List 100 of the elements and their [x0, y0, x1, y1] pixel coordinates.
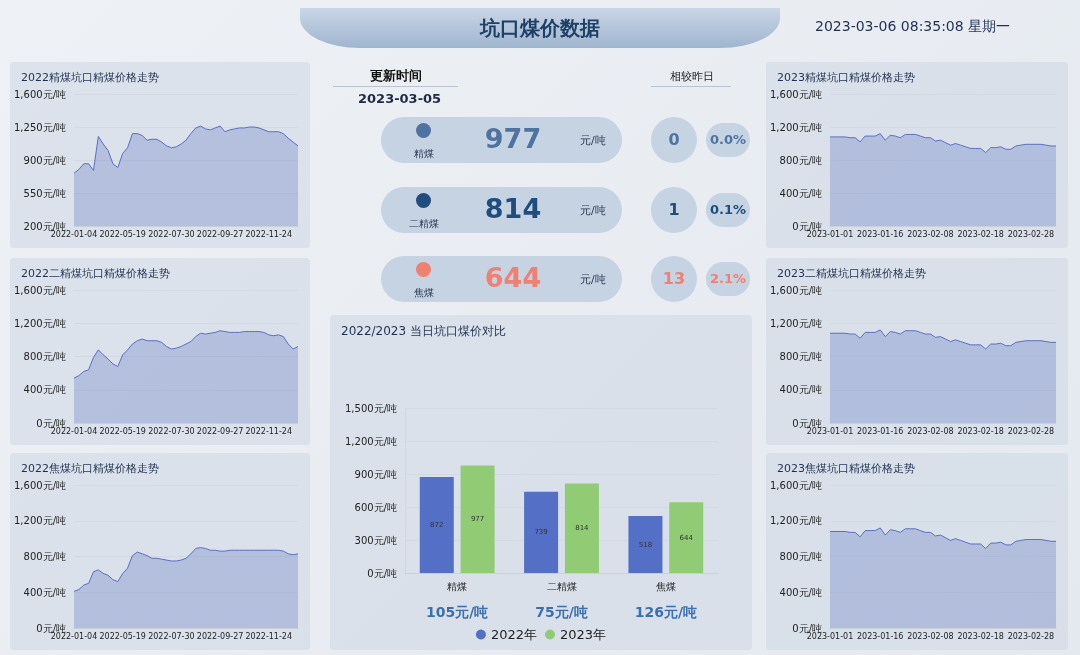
text: 105元/吨 — [425, 604, 489, 620]
x-tick-label: 2022-11-24 — [245, 631, 293, 641]
x-tick-label: 2022-07-30 — [148, 229, 195, 239]
y-tick-label: 1,600元/吨 — [770, 479, 822, 491]
y-tick-label: 1,600元/吨 — [770, 88, 822, 100]
y-tick-label: 800元/吨 — [779, 154, 822, 166]
x-tick-label: 2023-01-16 — [856, 631, 904, 641]
y-tick-label: 1,600元/吨 — [14, 284, 66, 296]
bar — [460, 465, 495, 573]
x-tick-label: 2023-02-08 — [907, 631, 954, 641]
y-tick-label: 600元/吨 — [354, 501, 397, 513]
y-tick-label: 1,200元/吨 — [14, 317, 66, 329]
y-tick-label: 900元/吨 — [23, 154, 66, 166]
x-tick-label: 2022-05-19 — [99, 229, 146, 239]
text: 相较昨日 — [670, 69, 714, 84]
y-tick-label: 0元/吨 — [36, 417, 66, 429]
y-tick-label: 1,200元/吨 — [770, 317, 822, 329]
x-tick-label: 焦煤 — [655, 580, 676, 592]
text: 977 — [483, 123, 543, 154]
x-tick-label: 2023-02-28 — [1007, 631, 1055, 641]
x-tick-label: 2022-09-27 — [196, 426, 244, 436]
x-tick-label: 2023-02-08 — [907, 229, 954, 239]
text: 0.0% — [708, 132, 748, 147]
y-tick-label: 800元/吨 — [23, 551, 66, 562]
x-tick-label: 2022-11-24 — [245, 229, 293, 239]
x-tick-label: 2023-02-18 — [957, 426, 1004, 436]
text: 75元/吨 — [535, 604, 588, 620]
y-tick-label: 400元/吨 — [23, 586, 66, 598]
text: 2.1% — [708, 271, 748, 286]
y-tick-label: 1,200元/吨 — [345, 435, 397, 447]
chart-title: 2022二精煤坑口精煤价格走势 — [21, 267, 170, 280]
x-tick-label: 2023-01-16 — [856, 229, 904, 239]
y-tick-label: 1,200元/吨 — [770, 121, 822, 133]
text: 0 — [667, 130, 681, 149]
y-tick-label: 1,600元/吨 — [14, 88, 66, 100]
text: 坑口煤价数据 — [478, 15, 601, 42]
x-tick-label: 2022-09-27 — [196, 631, 244, 641]
y-tick-label: 400元/吨 — [779, 586, 822, 598]
y-tick-label: 1,600元/吨 — [770, 284, 822, 296]
y-tick-label: 550元/吨 — [23, 187, 66, 199]
x-tick-label: 2023-02-18 — [957, 631, 1004, 641]
bar — [628, 516, 663, 573]
text: 2023-03-05 — [358, 91, 442, 106]
y-tick-label: 1,200元/吨 — [14, 515, 66, 527]
y-tick-label: 0元/吨 — [367, 567, 397, 579]
text: 元/吨 — [580, 203, 606, 218]
text: 精煤 — [413, 147, 435, 161]
y-tick-label: 1,250元/吨 — [14, 121, 66, 133]
y-tick-label: 1,200元/吨 — [770, 515, 822, 527]
x-tick-label: 2022-05-19 — [99, 631, 146, 641]
chart-title: 2023二精煤坑口精煤价格走势 — [777, 267, 926, 280]
y-tick-label: 800元/吨 — [779, 551, 822, 562]
chart-title: 2022焦煤坑口精煤价格走势 — [21, 462, 159, 475]
y-tick-label: 400元/吨 — [23, 384, 66, 396]
x-tick-label: 2022-05-19 — [99, 426, 146, 436]
chart-title: 2023焦煤坑口精煤价格走势 — [777, 462, 915, 475]
bar — [564, 483, 599, 573]
legend-label: 2022年 — [490, 627, 538, 642]
x-tick-label: 2023-01-16 — [856, 426, 904, 436]
x-tick-label: 2022-07-30 — [148, 631, 195, 641]
chart-title: 2022精煤坑口精煤价格走势 — [21, 71, 159, 84]
text: 元/吨 — [580, 133, 606, 148]
y-tick-label: 200元/吨 — [23, 220, 66, 232]
text: 1 — [667, 200, 681, 219]
x-tick-label: 2023-02-08 — [907, 426, 954, 436]
x-tick-label: 精煤 — [447, 580, 468, 592]
x-tick-label: 2023-02-28 — [1007, 229, 1055, 239]
y-tick-label: 900元/吨 — [354, 468, 397, 480]
y-tick-label: 0元/吨 — [792, 220, 822, 232]
text: 0.1% — [708, 202, 748, 217]
y-tick-label: 300元/吨 — [354, 534, 397, 546]
y-tick-label: 800元/吨 — [23, 351, 66, 362]
text: 814 — [483, 193, 543, 224]
text: 元/吨 — [580, 272, 606, 287]
legend-label: 2023年 — [560, 627, 607, 642]
y-tick-label: 0元/吨 — [792, 622, 822, 634]
text: 644 — [483, 262, 543, 293]
y-tick-label: 800元/吨 — [779, 351, 822, 362]
y-tick-label: 400元/吨 — [779, 384, 822, 396]
x-tick-label: 2022-07-30 — [148, 426, 195, 436]
y-tick-label: 0元/吨 — [36, 622, 66, 634]
bar — [419, 477, 454, 573]
text: 更新时间 — [370, 67, 422, 85]
text: 焦煤 — [413, 286, 435, 300]
y-tick-label: 1,600元/吨 — [14, 479, 66, 491]
x-tick-label: 2022-11-24 — [245, 426, 293, 436]
x-tick-label: 2022-09-27 — [196, 229, 244, 239]
y-tick-label: 400元/吨 — [779, 187, 822, 199]
bar — [524, 491, 559, 573]
x-tick-label: 2023-02-18 — [957, 229, 1004, 239]
chart-title: 2022/2023 当日坑口煤价对比 — [341, 324, 506, 338]
y-tick-label: 0元/吨 — [792, 417, 822, 429]
y-tick-label: 1,500元/吨 — [345, 402, 397, 414]
x-tick-label: 二精煤 — [546, 580, 577, 592]
text: 126元/吨 — [634, 604, 698, 620]
x-tick-label: 2023-02-28 — [1007, 426, 1055, 436]
chart-title: 2023精煤坑口精煤价格走势 — [777, 71, 915, 84]
text: 13 — [661, 269, 687, 288]
text: 2023-03-06 08:35:08 星期一 — [815, 18, 1011, 36]
bar — [669, 502, 704, 573]
